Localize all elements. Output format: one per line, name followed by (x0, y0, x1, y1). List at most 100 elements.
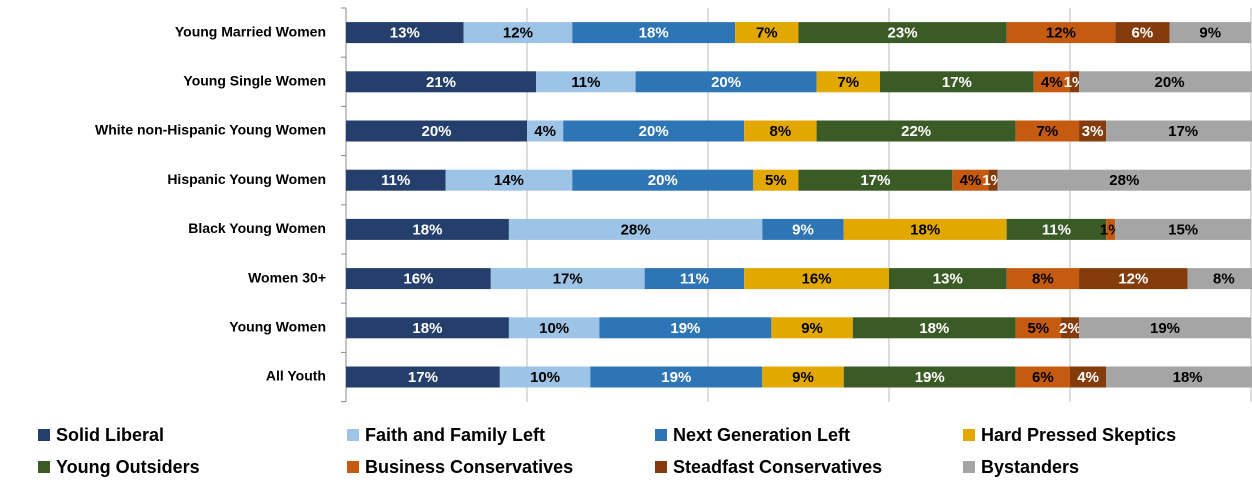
data-label: 7% (837, 74, 859, 91)
data-label: 18% (919, 320, 949, 337)
bar-segment (644, 268, 745, 290)
data-label: 4% (1041, 74, 1063, 91)
bar-segment (1169, 22, 1251, 44)
data-label: 9% (792, 369, 814, 386)
bar-segment (735, 22, 799, 44)
bar-segment (599, 317, 772, 339)
data-label: 22% (901, 123, 931, 140)
legend-swatch (655, 461, 667, 473)
data-label: 8% (1213, 271, 1235, 288)
bar-segment (1115, 22, 1170, 44)
y-tick-label: White non-Hispanic Young Women (95, 122, 326, 138)
data-label: 20% (421, 123, 451, 140)
data-label: 8% (1032, 271, 1054, 288)
data-label: 28% (1109, 172, 1139, 189)
bar-segment (1106, 366, 1252, 388)
bar-segment (1015, 120, 1080, 142)
bar-segment (1006, 218, 1107, 240)
data-label: 11% (1042, 221, 1071, 238)
data-label: 18% (1173, 369, 1203, 386)
legend-label: Solid Liberal (56, 425, 164, 445)
data-label: 17% (1168, 123, 1198, 140)
bar-segment (1015, 366, 1070, 388)
data-label: 7% (1037, 123, 1059, 140)
data-label: 7% (756, 25, 778, 42)
y-tick-label: Young Single Women (183, 73, 326, 89)
bar-segment (798, 22, 1007, 44)
bar-segment (816, 120, 1016, 142)
data-label: 16% (802, 271, 832, 288)
data-label: 19% (670, 320, 700, 337)
data-label: 2% (1059, 320, 1081, 337)
bar-segment (346, 169, 446, 191)
bar-segment (762, 218, 844, 240)
bar-segment (463, 22, 573, 44)
bar-segment (346, 71, 537, 93)
bar-segment (1070, 366, 1107, 388)
bar-segment (346, 317, 509, 339)
bar-segment (346, 120, 527, 142)
bar-segment (1079, 268, 1188, 290)
data-label: 4% (534, 123, 556, 140)
legend-label: Business Conservatives (365, 457, 573, 477)
bar-segment (572, 169, 754, 191)
bar-segment (527, 120, 564, 142)
data-label: 9% (801, 320, 823, 337)
legend-label: Faith and Family Left (365, 425, 545, 445)
data-label: 28% (621, 221, 651, 238)
data-label: 4% (960, 172, 982, 189)
y-tick-label: All Youth (266, 368, 326, 384)
data-label: 11% (680, 271, 709, 288)
data-label: 8% (770, 123, 792, 140)
bar-segment (798, 169, 953, 191)
data-label: 13% (933, 271, 963, 288)
bar-segment (1060, 317, 1080, 339)
data-label: 15% (1168, 221, 1198, 238)
y-tick-label: Black Young Women (188, 220, 326, 236)
data-label: 19% (1150, 320, 1180, 337)
bar-segment (490, 268, 645, 290)
legend-swatch (347, 429, 359, 441)
data-label: 21% (426, 74, 456, 91)
bar-segment (997, 169, 1251, 191)
data-label: 20% (639, 123, 669, 140)
bar-segment (1187, 268, 1252, 290)
legend-swatch (347, 461, 359, 473)
bar-segment (843, 218, 1007, 240)
bar-segment (843, 366, 1016, 388)
bar-segment (1115, 218, 1251, 240)
data-label: 18% (910, 221, 940, 238)
y-tick-label: Young Women (229, 319, 326, 335)
legend-swatch (655, 429, 667, 441)
bar-segment (346, 22, 464, 44)
y-tick-label: Young Married Women (175, 23, 326, 39)
data-label: 10% (530, 369, 560, 386)
bar-segment (346, 268, 491, 290)
bar-segment (1106, 120, 1252, 142)
bar-segment (1033, 71, 1070, 93)
bar-segment (852, 317, 1016, 339)
data-label: 5% (1027, 320, 1049, 337)
bar-segment (744, 120, 817, 142)
bar-segment (635, 71, 817, 93)
legend-swatch (38, 429, 50, 441)
bar-segment (346, 218, 509, 240)
bar-segment (1079, 71, 1252, 93)
bar-segment (590, 366, 763, 388)
bar-segment (753, 169, 799, 191)
data-label: 18% (639, 25, 669, 42)
data-label: 12% (1118, 271, 1148, 288)
data-label: 9% (1199, 25, 1221, 42)
data-label: 12% (503, 25, 533, 42)
bar-segment (889, 268, 1007, 290)
data-label: 20% (711, 74, 741, 91)
legend-label: Hard Pressed Skeptics (981, 425, 1176, 445)
legend-swatch (963, 461, 975, 473)
bar-segment (744, 268, 889, 290)
bar-segment (536, 71, 636, 93)
data-label: 5% (765, 172, 787, 189)
bar-segment (1006, 22, 1116, 44)
data-label: 9% (792, 221, 814, 238)
bar-segment (816, 71, 880, 93)
